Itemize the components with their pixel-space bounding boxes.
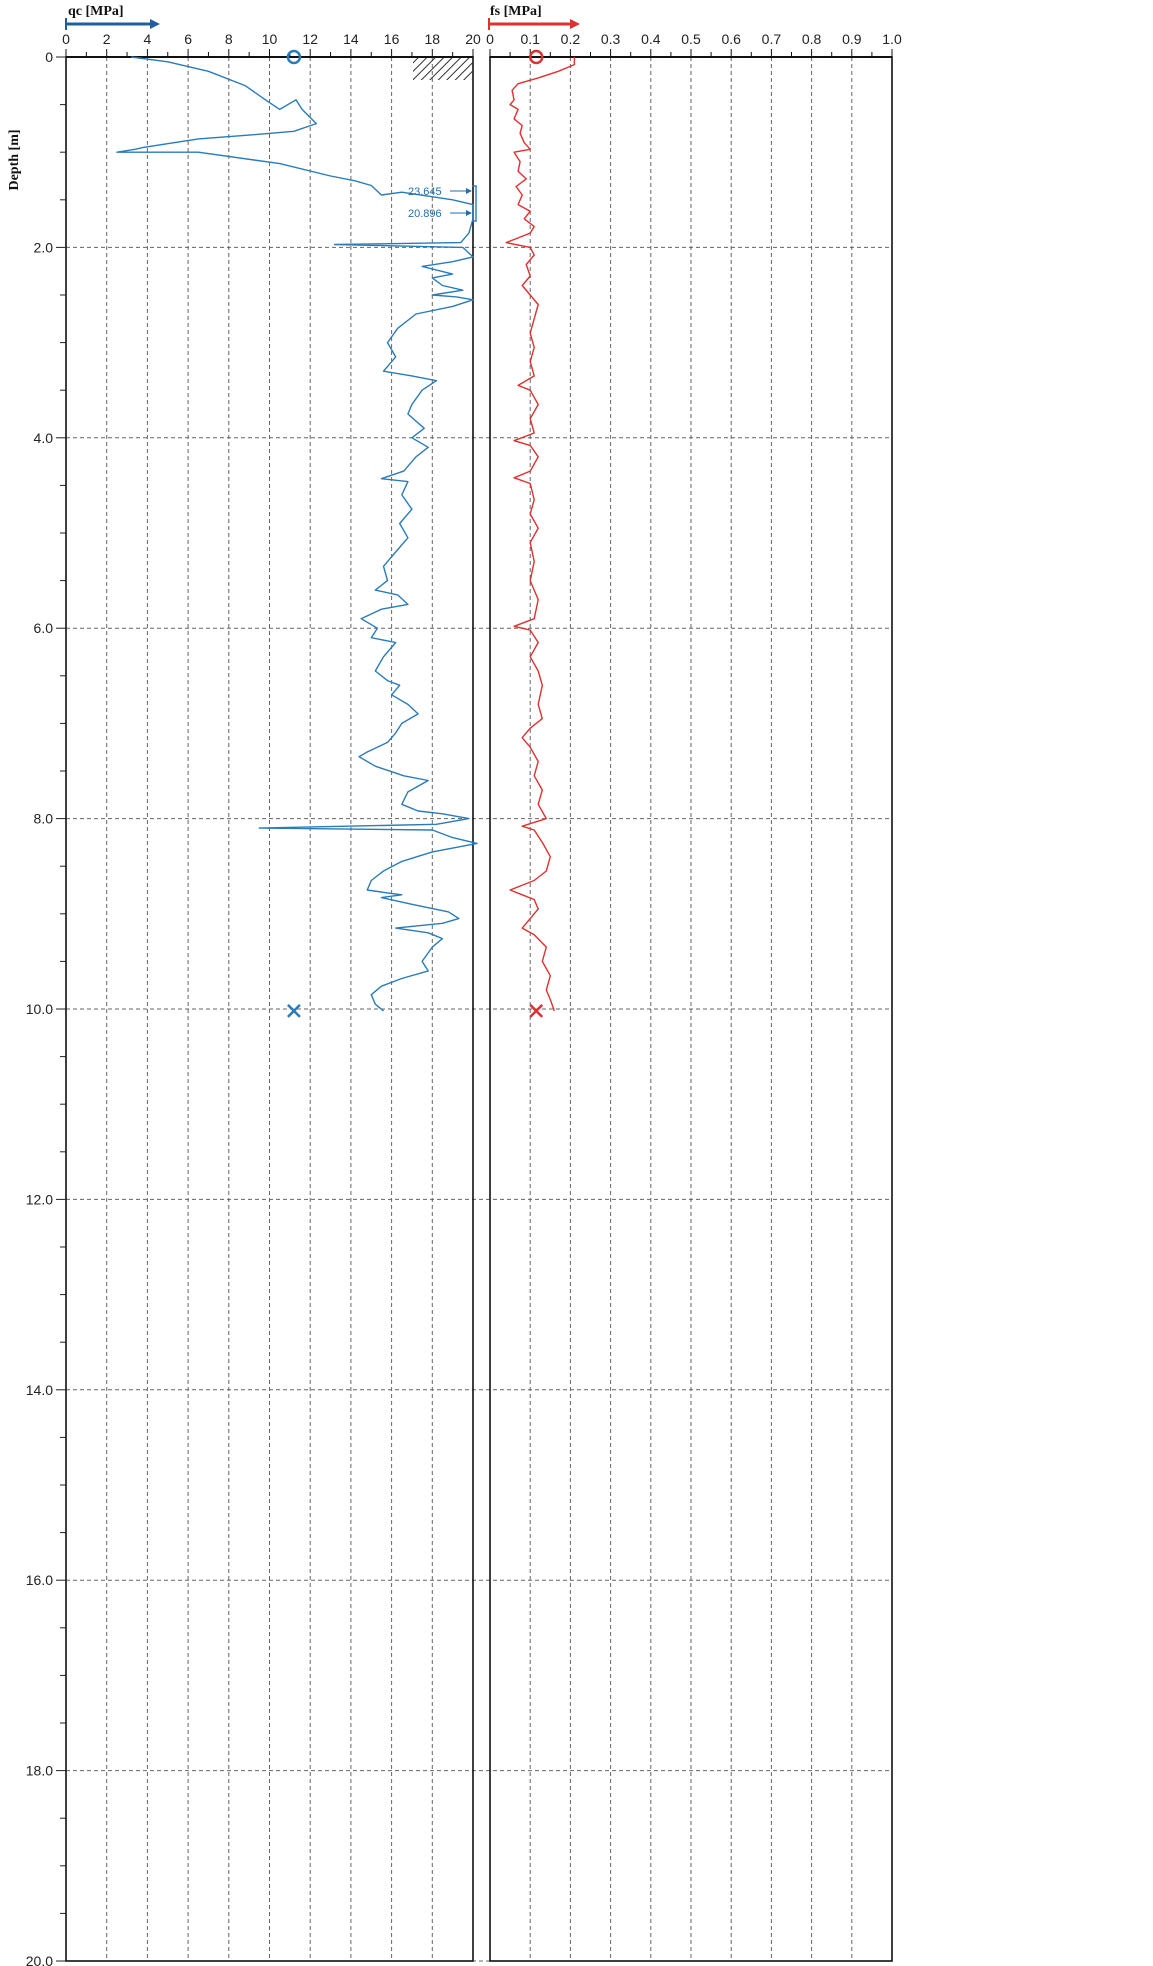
x-ticks: 0 2 4 6 8 10 12 14 16 18 20 0 0.1 0.2 0.3 0.4 0.5 0.6 0.7 0…: [62, 31, 902, 57]
y-tick-label: 10.0: [26, 1001, 53, 1017]
cross-marker: [287, 1004, 301, 1018]
x-tick-label: 0.2: [561, 31, 581, 47]
y-tick-label: 8.0: [34, 811, 54, 827]
qc-title: qc [MPa]: [68, 4, 124, 19]
x-tick-label: 0.8: [802, 31, 822, 47]
grid: [66, 57, 892, 1962]
x-tick-label: 16: [384, 31, 400, 47]
hatch-symbol: [413, 58, 473, 80]
y-tick-label: 12.0: [26, 1191, 53, 1207]
x-tick-label: 18: [425, 31, 441, 47]
x-tick-label: 0.3: [601, 31, 621, 47]
fs-title: fs [MPa]: [490, 4, 542, 19]
x-tick-label: 0.1: [520, 31, 540, 47]
x-tick-label: 0.9: [842, 31, 862, 47]
x-tick-label: 1.0: [882, 31, 902, 47]
y-tick-label: 2.0: [34, 239, 54, 255]
offscale-bracket: [472, 185, 477, 222]
markers: [286, 49, 544, 1018]
x-tick-label: 4: [144, 31, 152, 47]
x-tick-label: 0.5: [681, 31, 701, 47]
series-line: [116, 56, 478, 1012]
x-tick-label: 14: [343, 31, 359, 47]
x-tick-label: 0: [486, 31, 494, 47]
cross-stroke: [287, 1004, 301, 1018]
x-tick-label: 2: [103, 31, 111, 47]
y-axis-label: Depth [m]: [7, 129, 22, 190]
series-line: [505, 57, 576, 1012]
y-tick-label: 16.0: [26, 1572, 53, 1588]
cross-marker: [529, 1004, 544, 1018]
cross-stroke: [529, 1004, 544, 1018]
x-tick-label: 10: [262, 31, 278, 47]
x-tick-label: 0.4: [641, 31, 661, 47]
y-tick-label: 0: [45, 49, 53, 65]
annotations: 23.645 20.896: [408, 186, 472, 220]
x-tick-label: 12: [302, 31, 318, 47]
x-tick-label: 0.7: [762, 31, 782, 47]
y-tick-label: 4.0: [34, 430, 54, 446]
circle-marker: [286, 49, 302, 65]
fs-arrow-icon: [488, 18, 580, 30]
x-tick-label: 20: [465, 31, 481, 47]
x-tick-label: 8: [225, 31, 233, 47]
y-ticks: 0 2.0 4.0 6.0 8.0 10.0 12.0 14.0 16.0 18.0 20.0: [26, 49, 66, 1966]
x-tick-label: 0.6: [721, 31, 741, 47]
annotation-label: 20.896: [408, 208, 442, 220]
x-tick-label: 6: [184, 31, 192, 47]
y-tick-label: 20.0: [26, 1953, 53, 1966]
series: [116, 56, 576, 1012]
circle-marker: [528, 49, 544, 65]
y-tick-label: 18.0: [26, 1763, 53, 1779]
annotation-label: 23.645: [408, 186, 442, 198]
y-tick-label: 14.0: [26, 1382, 53, 1398]
qc-arrow-icon: [65, 18, 160, 30]
x-tick-label: 0: [62, 31, 70, 47]
y-tick-label: 6.0: [34, 620, 54, 636]
